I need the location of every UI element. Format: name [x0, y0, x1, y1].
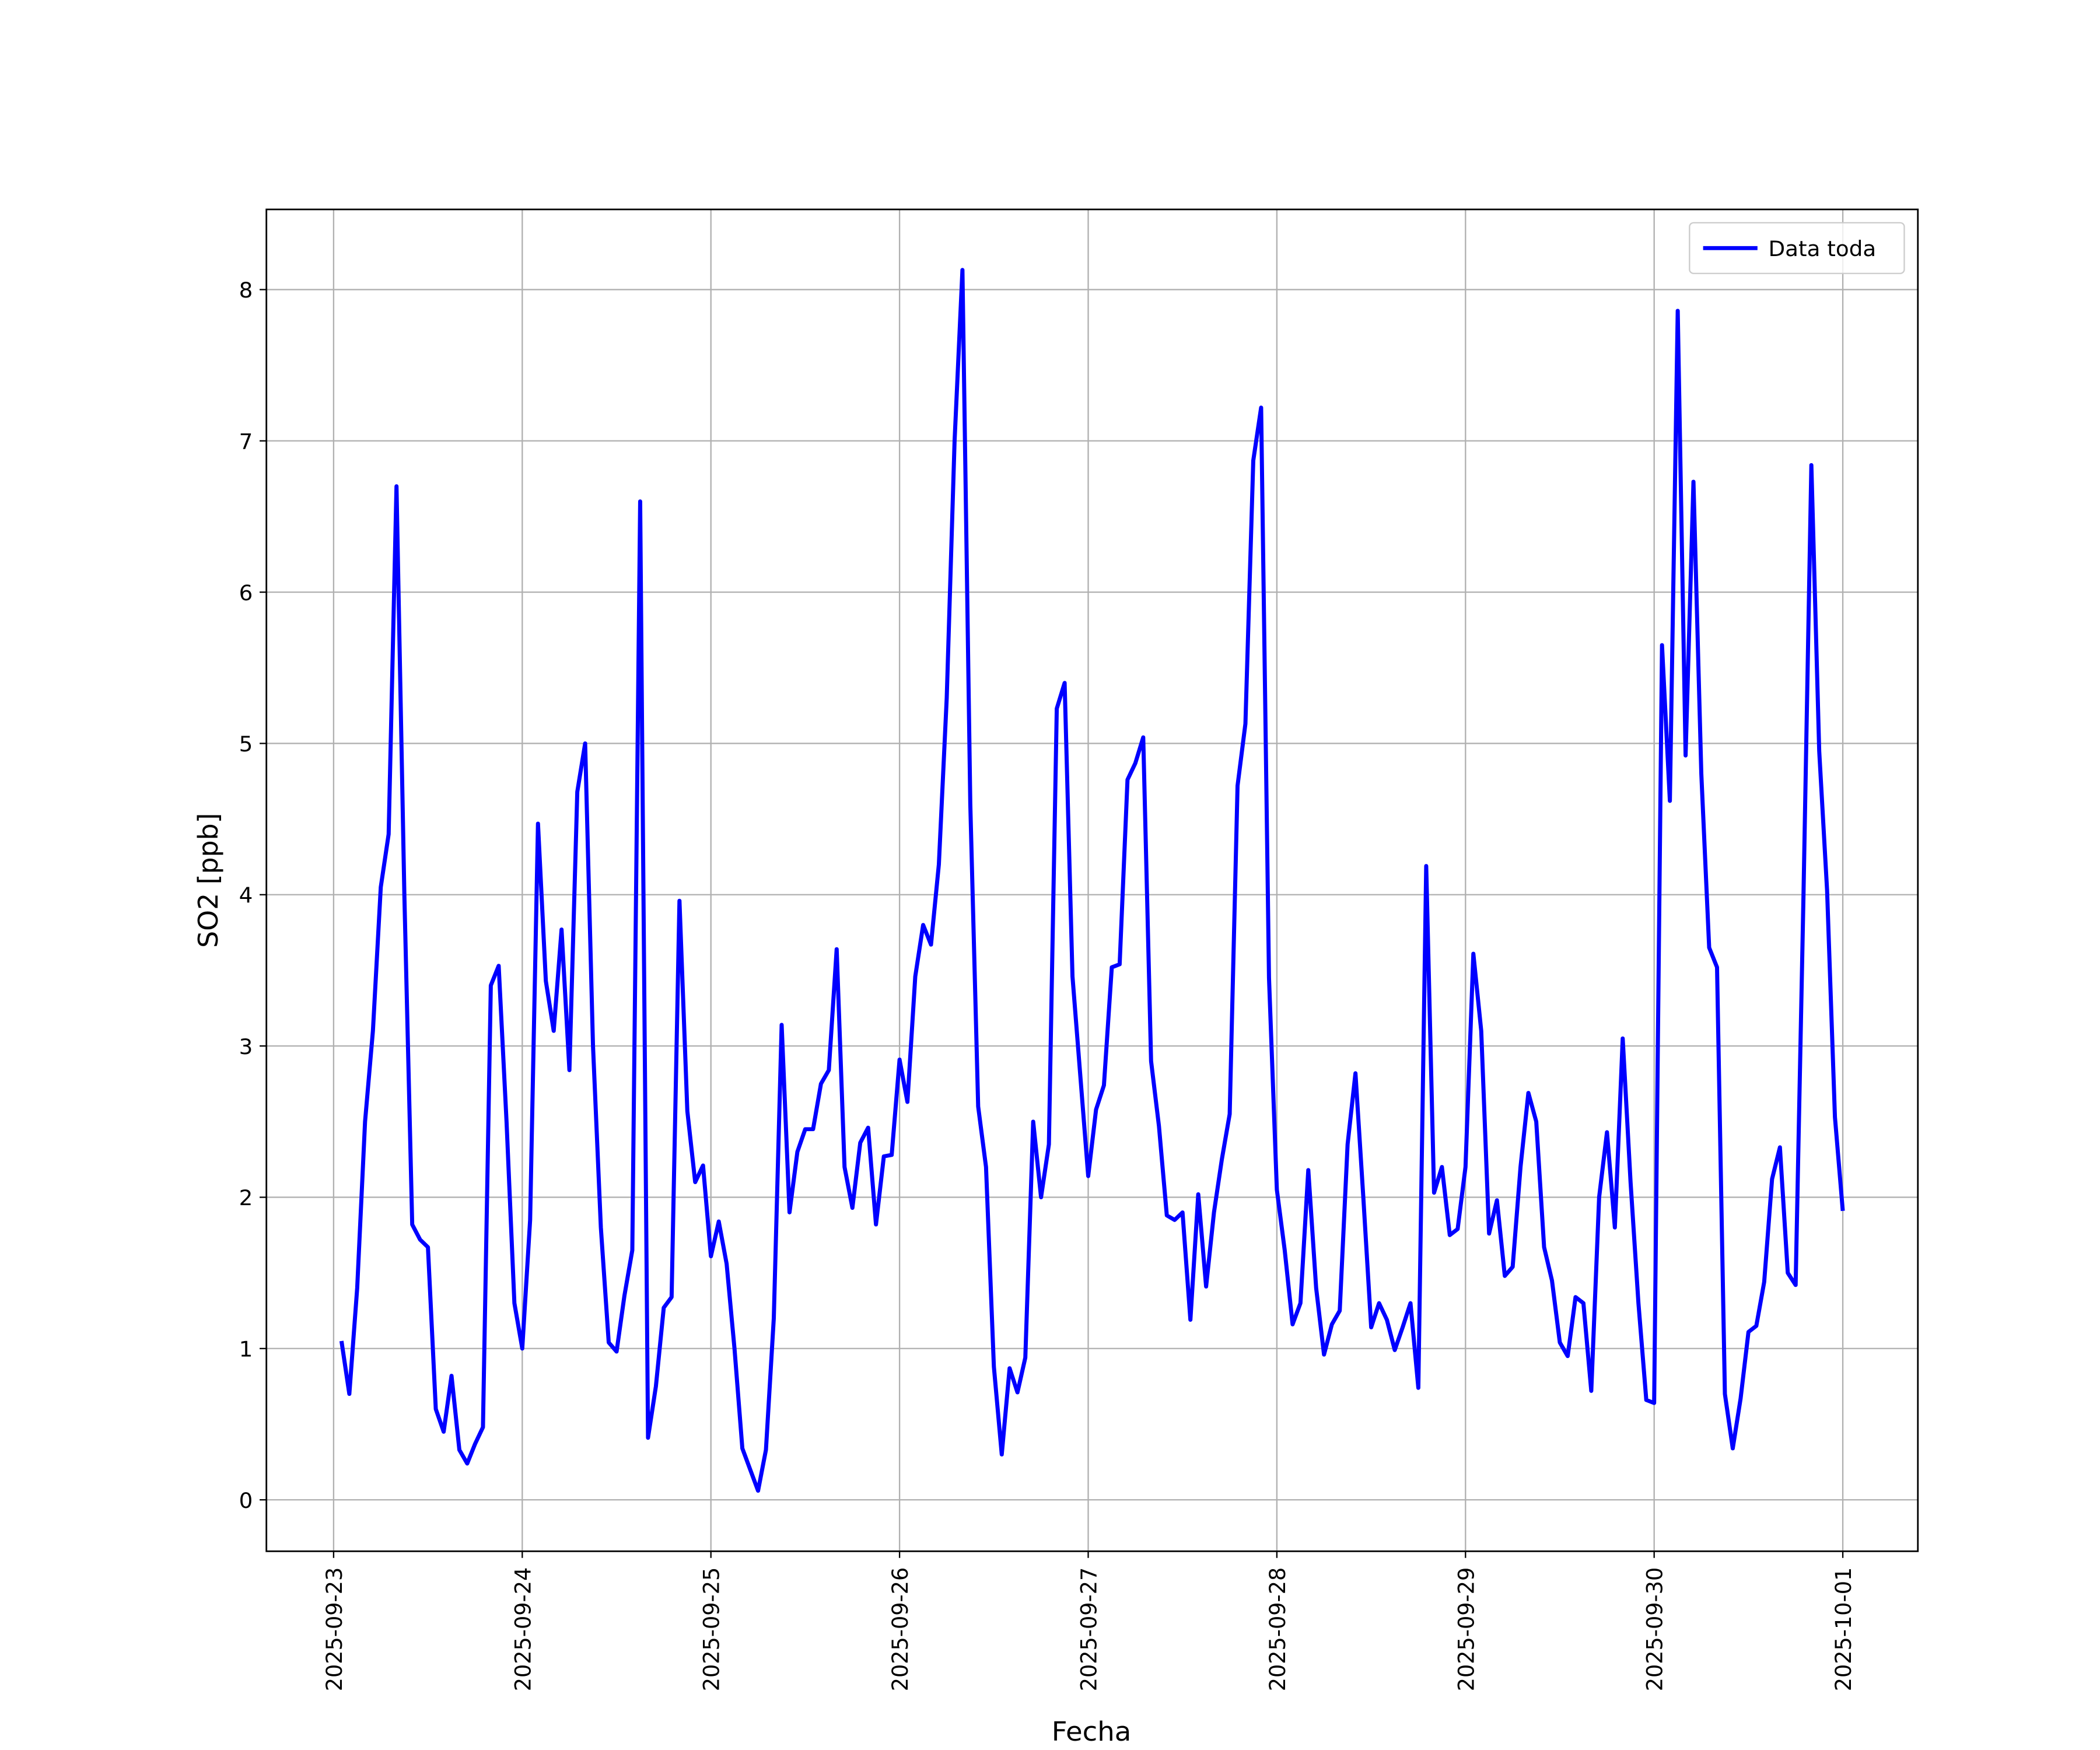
x-tick-label: 2025-09-25 [699, 1567, 724, 1692]
x-tick-label: 2025-09-28 [1265, 1567, 1290, 1692]
y-tick-label: 7 [239, 429, 253, 454]
y-tick-label: 4 [239, 883, 253, 908]
y-tick-label: 2 [239, 1185, 253, 1210]
x-tick-label: 2025-09-30 [1642, 1567, 1667, 1692]
y-tick-label: 0 [239, 1488, 253, 1513]
x-tick-label: 2025-09-26 [888, 1567, 913, 1692]
x-tick-label: 2025-09-29 [1454, 1567, 1479, 1692]
x-tick-label: 2025-10-01 [1831, 1567, 1856, 1692]
x-tick-label: 2025-09-24 [510, 1567, 536, 1692]
x-tick-label: 2025-09-23 [322, 1567, 347, 1692]
y-tick-label: 8 [239, 278, 253, 303]
x-axis-label: Fecha [1052, 1716, 1132, 1746]
y-tick-label: 6 [239, 580, 253, 606]
plot-frame [265, 208, 1919, 1552]
y-tick-label: 3 [239, 1034, 253, 1059]
y-tick-label: 5 [239, 732, 253, 757]
legend: Data toda [1689, 222, 1905, 274]
legend-label: Data toda [1768, 236, 1876, 261]
x-tick-label: 2025-09-27 [1076, 1567, 1101, 1692]
y-axis-label: SO2 [ppb] [192, 813, 224, 947]
legend-box [1689, 222, 1905, 274]
data-line [339, 268, 1845, 1493]
y-tick-label: 1 [239, 1337, 253, 1362]
